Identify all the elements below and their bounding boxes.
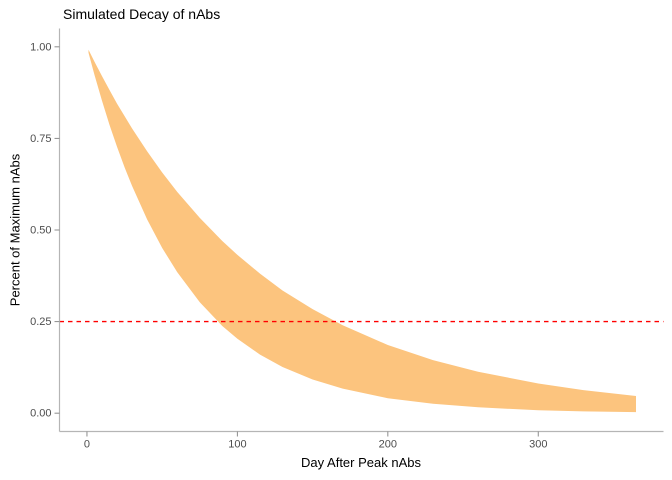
y-tick-label: 0.00: [30, 408, 51, 420]
x-axis-title: Day After Peak nAbs: [301, 455, 421, 470]
x-tick-label: 100: [228, 439, 246, 451]
y-tick-label: 0.75: [30, 133, 51, 145]
y-tick-label: 0.50: [30, 225, 51, 237]
x-tick-label: 300: [529, 439, 547, 451]
x-tick-label: 200: [379, 439, 397, 451]
y-tick-label: 0.25: [30, 316, 51, 328]
decay-ribbon: [88, 49, 636, 413]
chart-title: Simulated Decay of nAbs: [63, 6, 221, 22]
x-tick-label: 0: [84, 439, 90, 451]
y-tick-label: 1.00: [30, 41, 51, 53]
